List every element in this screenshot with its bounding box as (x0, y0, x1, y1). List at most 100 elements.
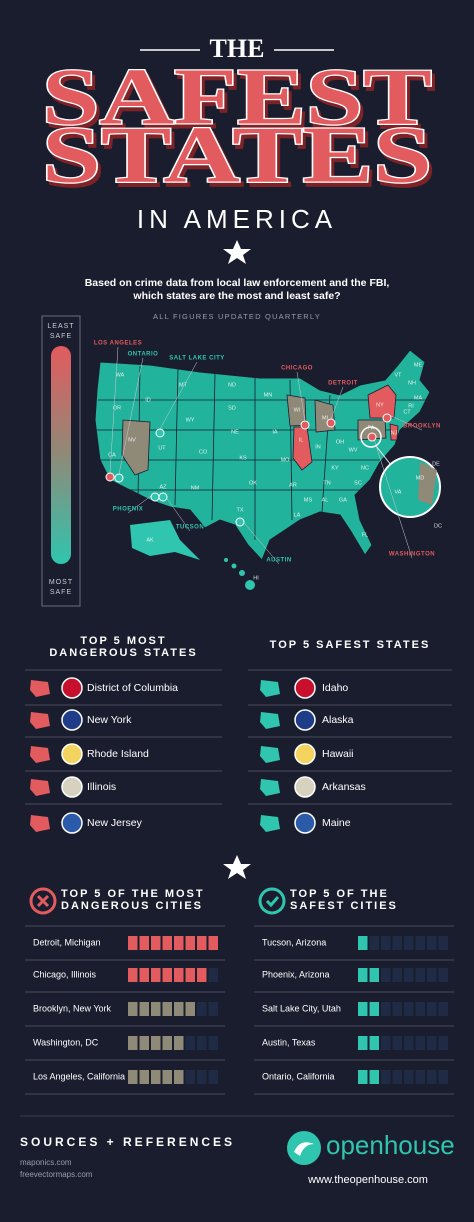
alaska (130, 520, 200, 560)
city-label: ONTARIO (128, 352, 159, 358)
state-abbr: AL (322, 497, 329, 503)
intro-text: Based on crime data from local law enfor… (85, 277, 390, 289)
state-seal (294, 776, 316, 798)
rating-slot (415, 936, 425, 950)
state-abbr: CA (108, 452, 116, 458)
rating-slot (197, 1002, 207, 1016)
rating-slot (438, 1002, 448, 1016)
state-shape (30, 779, 50, 796)
rating-slot (427, 1070, 437, 1084)
state-abbr: GA (339, 497, 347, 503)
title-line: STATES (42, 111, 432, 199)
rating-slot (427, 1002, 437, 1016)
leader-line (239, 517, 280, 565)
state-abbr: OK (249, 480, 257, 486)
rating-slot (381, 968, 391, 982)
rating-slot (415, 968, 425, 982)
state-seal (294, 743, 316, 765)
state-shape (30, 680, 50, 697)
section-title: SAFEST CITIES (290, 900, 398, 912)
city-name: Salt Lake City, Utah (262, 1003, 341, 1013)
source: maponics.com (20, 1158, 72, 1167)
state-abbr: MA (414, 395, 423, 401)
state-abbr: IN (315, 444, 321, 450)
section-title: TOP 5 SAFEST STATES (270, 639, 431, 651)
rating-slot (427, 1036, 437, 1050)
legend-gradient (51, 346, 71, 564)
state-abbr: IA (272, 429, 278, 435)
city-marker (300, 420, 310, 430)
state-abbr: MT (179, 382, 188, 388)
state-seal (61, 812, 83, 834)
sources-title: SOURCES + REFERENCES (20, 1135, 235, 1149)
city-marker (367, 432, 377, 442)
zoom-md (418, 462, 437, 505)
state-abbr: NC (361, 465, 369, 471)
state-abbr: CT (403, 409, 411, 415)
city-name: Los Angeles, California (33, 1071, 125, 1081)
legend-label: MOST (49, 579, 73, 586)
leader-line (371, 432, 413, 559)
rating-slot (392, 968, 402, 982)
rating-slot (438, 936, 448, 950)
brand-logo-mark (294, 1142, 314, 1156)
section-title: TOP 5 OF THE (290, 888, 389, 900)
state-red (367, 384, 397, 419)
rating-slot (404, 1036, 414, 1050)
state-abbr: KS (239, 455, 247, 461)
city-label: WASHINGTON (389, 552, 435, 558)
city-label: PHOENIX (113, 507, 144, 513)
state-abbr: MO (281, 457, 291, 463)
state-abbr: OR (113, 405, 121, 411)
leader-line (159, 361, 198, 430)
city-label: DETROIT (328, 381, 358, 387)
state-abbr: NJ (391, 430, 398, 436)
city-name: Ontario, California (262, 1071, 335, 1081)
state-seal (294, 812, 316, 834)
rating-slot (404, 968, 414, 982)
state-shape (30, 746, 50, 763)
brand-url: www.theopenhouse.com (307, 1174, 428, 1186)
legend-label: SAFE (50, 589, 72, 596)
state-abbr: AR (289, 482, 297, 488)
state-abbr: ID (145, 397, 151, 403)
city-label: BROOKLYN (403, 424, 441, 430)
rating-slot (404, 1070, 414, 1084)
rating-slot (427, 936, 437, 950)
state-abbr: AZ (159, 484, 167, 490)
city-name: Phoenix, Arizona (262, 969, 330, 979)
state-abbr: CO (199, 449, 208, 455)
leader-line (118, 357, 144, 475)
state-shape (260, 779, 280, 796)
state-abbr: AK (146, 537, 154, 543)
city-label: AUSTIN (266, 558, 291, 564)
leader-line (162, 492, 191, 532)
rating-slot (415, 1002, 425, 1016)
state-abbr: FL (362, 532, 368, 538)
state-abbr: NH (408, 380, 416, 386)
state-abbr: VA (395, 489, 402, 495)
legend-label: SAFE (50, 333, 72, 340)
state-name: Rhode Island (87, 748, 149, 760)
rating-slot (197, 1036, 207, 1050)
map-labels: WA OR CA NV ID MT WY UT AZ NM CO ND SD NE KS OK TX MN IA MO… (94, 341, 442, 582)
city-name: Brooklyn, New York (33, 1003, 112, 1013)
city-marker (235, 517, 245, 527)
state-abbr: SC (354, 480, 362, 486)
state-shape (260, 680, 280, 697)
city-name: Austin, Texas (262, 1037, 316, 1047)
state-gray (357, 419, 387, 441)
rating-slot (208, 1036, 218, 1050)
state-abbr: HI (253, 575, 259, 581)
state-abbr: IL (299, 437, 304, 443)
state-red (389, 423, 399, 441)
state-name: Idaho (322, 682, 348, 694)
leader-line (127, 492, 156, 514)
state-name: New York (87, 714, 132, 726)
state-shape (30, 815, 50, 832)
rating-slot (381, 1070, 391, 1084)
state-abbr: KY (331, 465, 339, 471)
city-name: Chicago, Illinois (33, 969, 97, 979)
city-name: Washington, DC (33, 1037, 99, 1047)
city-marker (155, 428, 165, 438)
